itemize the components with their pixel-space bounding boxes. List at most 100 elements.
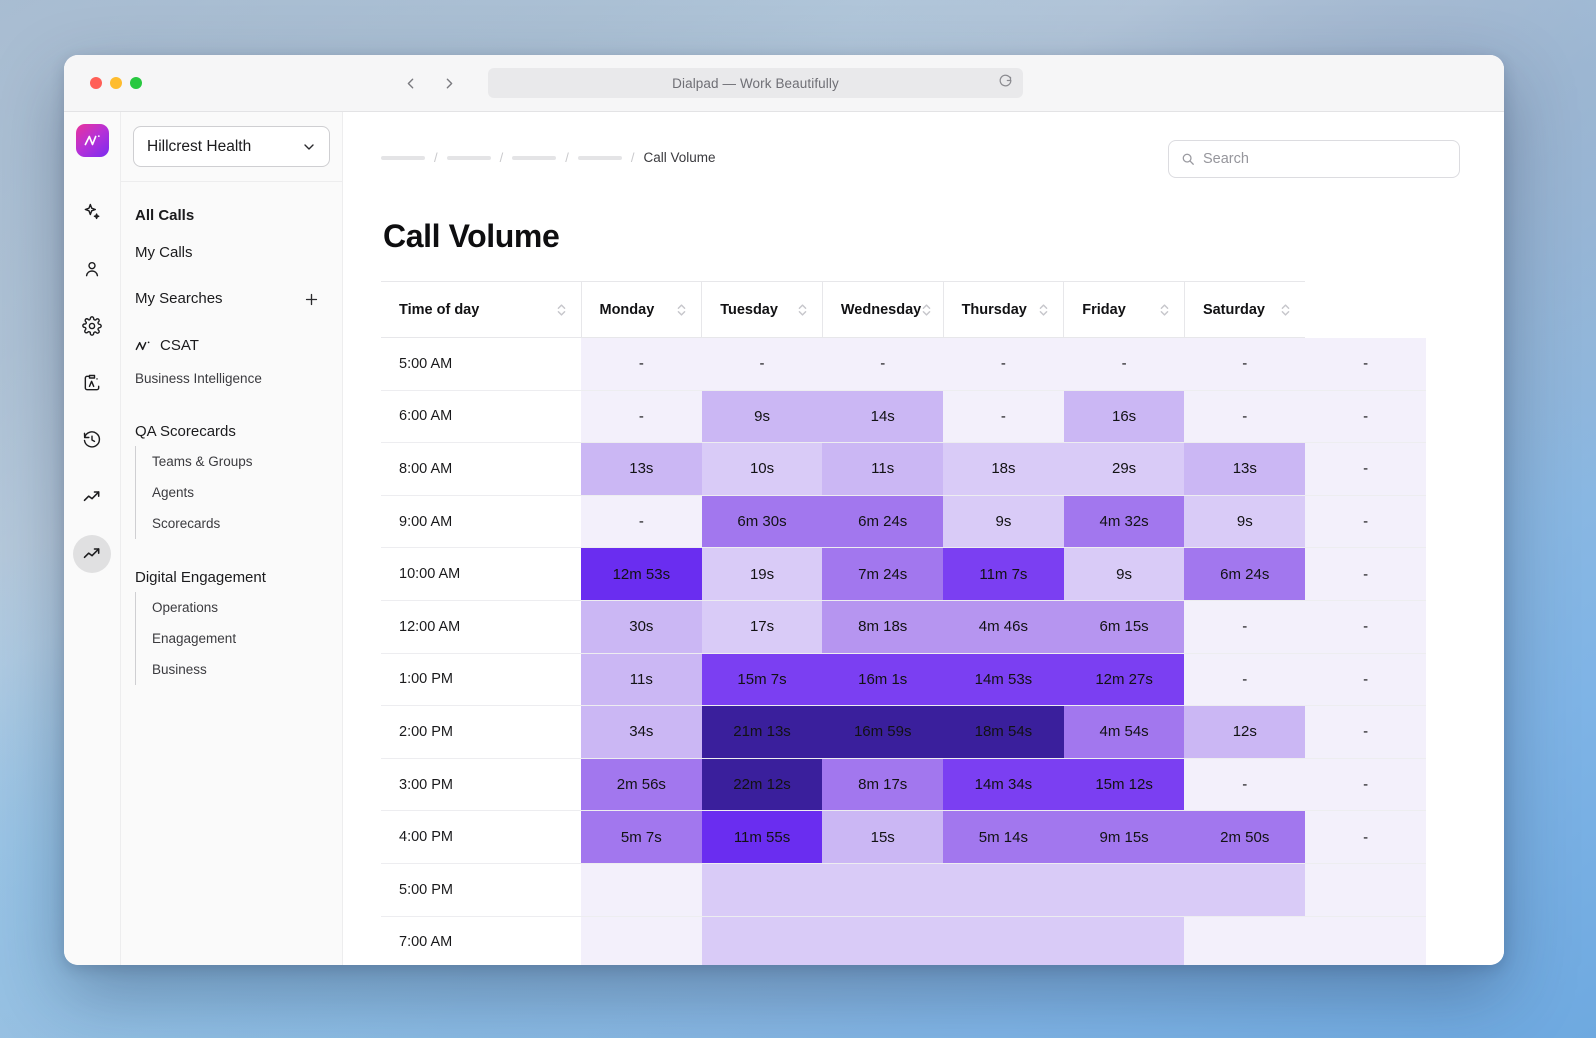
- heatmap-cell[interactable]: 10s: [701, 442, 823, 496]
- heatmap-cell[interactable]: -: [943, 390, 1064, 444]
- heatmap-cell[interactable]: -: [581, 495, 702, 549]
- heatmap-cell[interactable]: -: [1305, 758, 1426, 812]
- sidebar-item-my-calls[interactable]: My Calls: [121, 235, 342, 272]
- heatmap-cell[interactable]: -: [581, 390, 702, 444]
- heatmap-cell[interactable]: 2m 50s: [1184, 810, 1306, 864]
- heatmap-cell[interactable]: 6m 24s: [1184, 547, 1306, 601]
- sidebar-item-teams-and-groups[interactable]: Teams & Groups: [152, 446, 342, 477]
- sort-chevrons-icon[interactable]: [1038, 302, 1049, 318]
- heatmap-cell[interactable]: 4m 46s: [943, 600, 1064, 654]
- heatmap-cell[interactable]: 13s: [1184, 442, 1306, 496]
- heatmap-cell[interactable]: 14m 53s: [943, 653, 1064, 707]
- heatmap-cell[interactable]: -: [1184, 600, 1306, 654]
- breadcrumb-placeholder[interactable]: [577, 155, 622, 160]
- heatmap-cell[interactable]: 9m 15s: [1063, 810, 1185, 864]
- heatmap-cell[interactable]: 21m 13s: [701, 705, 823, 759]
- heatmap-cell[interactable]: 15s: [822, 810, 944, 864]
- search-input[interactable]: Search: [1168, 140, 1460, 178]
- sort-chevrons-icon[interactable]: [676, 302, 687, 318]
- heatmap-cell[interactable]: -: [1184, 337, 1306, 391]
- heatmap-cell[interactable]: [1305, 916, 1426, 965]
- column-header-saturday[interactable]: Saturday: [1183, 281, 1306, 338]
- history-icon[interactable]: [73, 421, 111, 459]
- chevron-left-icon[interactable]: [402, 75, 419, 92]
- heatmap-cell[interactable]: [1063, 863, 1185, 917]
- heatmap-cell[interactable]: 16s: [1063, 390, 1185, 444]
- heatmap-cell[interactable]: -: [1305, 600, 1426, 654]
- heatmap-cell[interactable]: 6m 30s: [701, 495, 823, 549]
- heatmap-cell[interactable]: -: [1184, 653, 1306, 707]
- close-window-button[interactable]: [90, 77, 102, 89]
- heatmap-cell[interactable]: -: [701, 337, 823, 391]
- sidebar-item-agents[interactable]: Agents: [152, 477, 342, 508]
- heatmap-cell[interactable]: -: [1184, 390, 1306, 444]
- heatmap-cell[interactable]: [701, 916, 823, 965]
- heatmap-cell[interactable]: -: [1305, 442, 1426, 496]
- sidebar-item-all-calls[interactable]: All Calls: [121, 198, 342, 235]
- heatmap-cell[interactable]: [1184, 916, 1306, 965]
- heatmap-cell[interactable]: -: [1305, 705, 1426, 759]
- heatmap-cell[interactable]: 4m 54s: [1063, 705, 1185, 759]
- heatmap-cell[interactable]: [822, 863, 944, 917]
- sidebar-item-my-searches[interactable]: My Searches: [121, 281, 342, 318]
- heatmap-cell[interactable]: 16m 1s: [822, 653, 944, 707]
- sidebar-item-business-intelligence[interactable]: Business Intelligence: [121, 364, 342, 393]
- heatmap-cell[interactable]: -: [1305, 810, 1426, 864]
- breadcrumb-placeholder[interactable]: [446, 155, 491, 160]
- heatmap-cell[interactable]: 34s: [581, 705, 702, 759]
- address-bar[interactable]: Dialpad — Work Beautifully: [488, 68, 1023, 98]
- gear-icon[interactable]: [73, 307, 111, 345]
- breadcrumb-placeholder[interactable]: [512, 155, 557, 160]
- heatmap-cell[interactable]: 15m 12s: [1063, 758, 1185, 812]
- heatmap-cell[interactable]: -: [1063, 337, 1185, 391]
- heatmap-cell[interactable]: 9s: [943, 495, 1064, 549]
- heatmap-cell[interactable]: -: [822, 337, 944, 391]
- heatmap-cell[interactable]: 12m 27s: [1063, 653, 1185, 707]
- heatmap-cell[interactable]: -: [1305, 337, 1426, 391]
- sidebar-group-qa-scorecards[interactable]: QA Scorecards: [121, 415, 342, 446]
- heatmap-cell[interactable]: 6m 24s: [822, 495, 944, 549]
- heatmap-cell[interactable]: 17s: [701, 600, 823, 654]
- heatmap-cell[interactable]: 11s: [822, 442, 944, 496]
- heatmap-cell[interactable]: 2m 56s: [581, 758, 702, 812]
- chevron-right-icon[interactable]: [441, 75, 458, 92]
- clipboard-ai-icon[interactable]: [73, 364, 111, 402]
- heatmap-cell[interactable]: 8m 17s: [822, 758, 944, 812]
- heatmap-cell[interactable]: -: [1305, 495, 1426, 549]
- heatmap-cell[interactable]: 4m 32s: [1063, 495, 1185, 549]
- dialpad-ai-logo[interactable]: [75, 124, 109, 157]
- heatmap-cell[interactable]: 11m 7s: [943, 547, 1064, 601]
- heatmap-cell[interactable]: -: [1305, 653, 1426, 707]
- heatmap-cell[interactable]: 18s: [943, 442, 1064, 496]
- heatmap-cell[interactable]: 12m 53s: [581, 547, 702, 601]
- heatmap-cell[interactable]: -: [581, 337, 702, 391]
- heatmap-cell[interactable]: 11m 55s: [701, 810, 823, 864]
- heatmap-cell[interactable]: 15m 7s: [701, 653, 823, 707]
- sidebar-item-business[interactable]: Business: [152, 654, 342, 685]
- column-header-thursday[interactable]: Thursday: [942, 281, 1064, 338]
- heatmap-cell[interactable]: 16m 59s: [822, 705, 944, 759]
- plus-icon[interactable]: [303, 291, 320, 308]
- heatmap-cell[interactable]: 22m 12s: [701, 758, 823, 812]
- heatmap-cell[interactable]: [1305, 863, 1426, 917]
- org-switcher[interactable]: Hillcrest Health: [133, 126, 330, 167]
- heatmap-cell[interactable]: [701, 863, 823, 917]
- heatmap-cell[interactable]: 9s: [701, 390, 823, 444]
- heatmap-cell[interactable]: 7m 24s: [822, 547, 944, 601]
- heatmap-cell[interactable]: 14m 34s: [943, 758, 1064, 812]
- heatmap-cell[interactable]: [581, 916, 702, 965]
- heatmap-cell[interactable]: -: [1305, 547, 1426, 601]
- heatmap-cell[interactable]: [943, 916, 1064, 965]
- heatmap-cell[interactable]: 5m 14s: [943, 810, 1064, 864]
- heatmap-cell[interactable]: 13s: [581, 442, 702, 496]
- breadcrumb-placeholder[interactable]: [381, 155, 425, 160]
- heatmap-cell[interactable]: 6m 15s: [1063, 600, 1185, 654]
- maximize-window-button[interactable]: [130, 77, 142, 89]
- heatmap-cell[interactable]: [581, 863, 702, 917]
- sidebar-item-enagagement[interactable]: Enagagement: [152, 623, 342, 654]
- heatmap-cell[interactable]: 19s: [701, 547, 823, 601]
- column-header-friday[interactable]: Friday: [1063, 281, 1185, 338]
- heatmap-cell[interactable]: -: [1184, 758, 1306, 812]
- heatmap-cell[interactable]: 29s: [1063, 442, 1185, 496]
- heatmap-cell[interactable]: 11s: [581, 653, 702, 707]
